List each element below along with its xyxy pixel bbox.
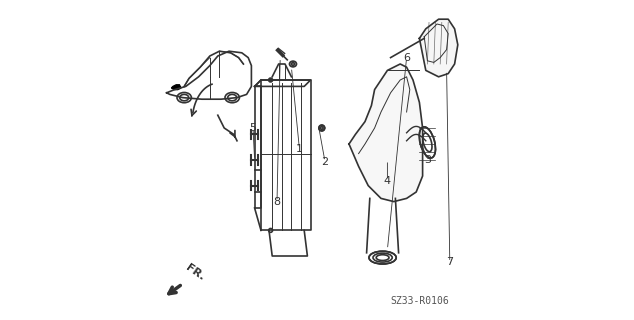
Text: 1: 1 <box>296 144 303 154</box>
Polygon shape <box>349 64 423 202</box>
Text: 3: 3 <box>424 155 431 165</box>
Ellipse shape <box>177 92 191 103</box>
Text: 7: 7 <box>446 257 453 268</box>
Ellipse shape <box>270 79 271 81</box>
Ellipse shape <box>369 251 396 264</box>
Text: 6: 6 <box>403 52 410 63</box>
Text: 8: 8 <box>273 196 281 207</box>
Text: 5: 5 <box>250 123 257 133</box>
Polygon shape <box>420 19 458 77</box>
Polygon shape <box>171 85 181 90</box>
Ellipse shape <box>419 127 436 158</box>
Text: 4: 4 <box>384 176 391 186</box>
Ellipse shape <box>290 61 297 67</box>
Ellipse shape <box>225 92 240 103</box>
Text: FR.: FR. <box>184 263 207 283</box>
Ellipse shape <box>319 125 325 131</box>
Text: SZ33-R0106: SZ33-R0106 <box>390 296 449 306</box>
Text: 2: 2 <box>321 156 328 167</box>
